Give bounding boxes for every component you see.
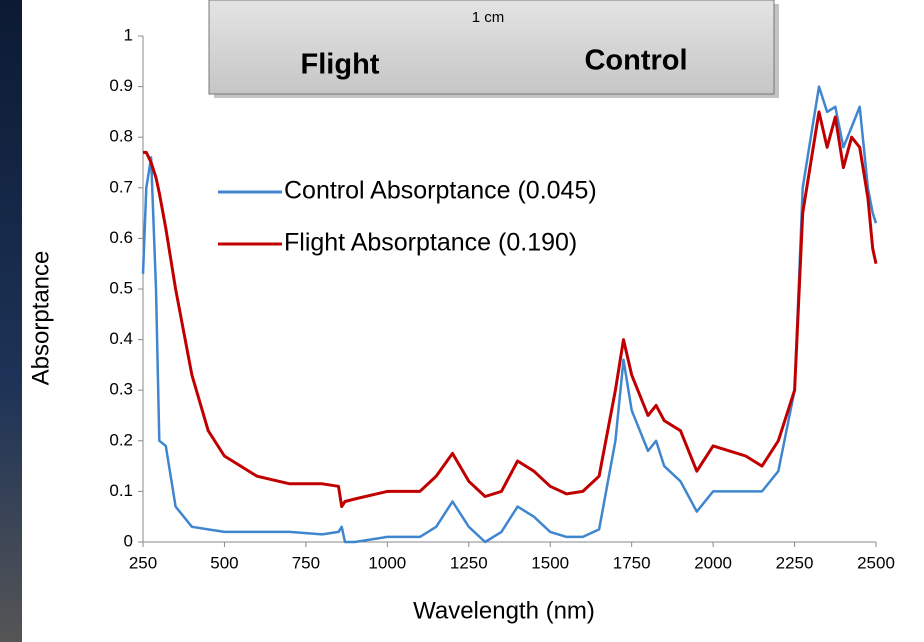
y-tick-label: 0.4 xyxy=(109,329,133,348)
y-tick-label: 0.3 xyxy=(109,380,133,399)
y-tick-label: 0.1 xyxy=(109,481,133,500)
inset-scale-label: 1 cm xyxy=(472,9,505,26)
series-line xyxy=(141,85,878,544)
y-tick-label: 0.2 xyxy=(109,430,133,449)
y-tick-label: 0.6 xyxy=(109,228,133,247)
y-axis-title: Absorptance xyxy=(27,251,54,386)
legend-label: Flight Absorptance (0.190) xyxy=(284,229,577,257)
x-tick-label: 2000 xyxy=(694,553,732,572)
y-tick-label: 0.8 xyxy=(109,127,133,146)
x-tick-label: 1250 xyxy=(450,553,488,572)
chart-background xyxy=(22,0,924,642)
x-axis-title: Wavelength (nm) xyxy=(413,597,595,624)
y-tick-label: 0.5 xyxy=(109,278,133,297)
legend-label: Control Absorptance (0.045) xyxy=(284,177,597,205)
inset-photo: 1 cm Flight Control xyxy=(208,0,779,98)
y-tick-label: 1 xyxy=(124,25,133,44)
x-tick-label: 500 xyxy=(210,553,238,572)
x-tick-label: 750 xyxy=(292,553,320,572)
y-tick-label: 0.9 xyxy=(109,76,133,95)
x-tick-label: 2500 xyxy=(857,553,895,572)
x-tick-label: 1500 xyxy=(531,553,569,572)
x-tick-label: 250 xyxy=(129,553,157,572)
x-tick-label: 1000 xyxy=(368,553,406,572)
inset-label: Control xyxy=(584,45,687,77)
inset-label: Flight xyxy=(301,49,380,81)
y-tick-label: 0 xyxy=(124,531,133,550)
x-tick-label: 2250 xyxy=(776,553,814,572)
background-photo xyxy=(0,0,22,642)
series-line xyxy=(143,110,878,509)
y-tick-label: 0.7 xyxy=(109,177,133,196)
inset-frame xyxy=(208,0,775,95)
x-tick-label: 1750 xyxy=(613,553,651,572)
